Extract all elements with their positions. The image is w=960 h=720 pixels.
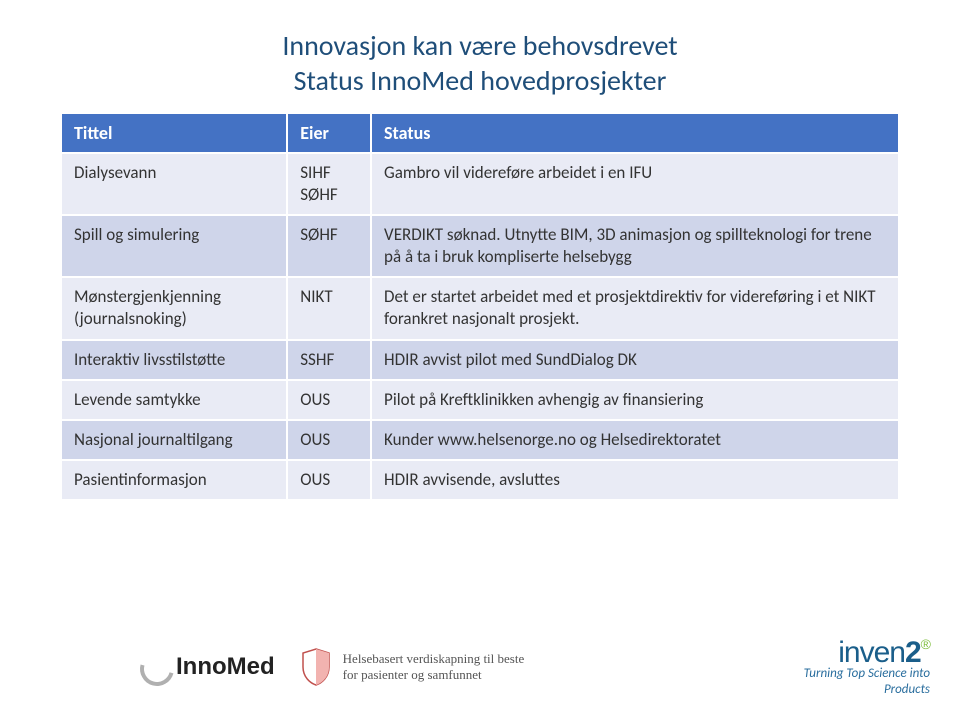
cell-title: Dialysevann [61, 153, 287, 215]
shield-text: Helsebasert verdiskapning til beste for … [343, 651, 525, 684]
cell-owner: OUS [287, 460, 371, 500]
cell-status: HDIR avvisende, avsluttes [371, 460, 899, 500]
col-header-title: Tittel [61, 113, 287, 153]
cell-title: Pasientinformasjon [61, 460, 287, 500]
footer-right: inven2® Turning Top Science into Product… [804, 636, 936, 697]
cell-status: VERDIKT søknad. Utnytte BIM, 3D animasjo… [371, 215, 899, 277]
cell-owner: SØHF [287, 215, 371, 277]
inven2-text: inven [838, 636, 905, 669]
slide-title-block: Innovasjon kan være behovsdrevet Status … [60, 28, 900, 98]
col-header-owner: Eier [287, 113, 371, 153]
shield-icon [299, 647, 333, 687]
innomed-text: InnoMed [176, 653, 275, 681]
cell-owner: OUS [287, 420, 371, 460]
cell-owner: SSHF [287, 340, 371, 380]
table-row: Levende samtykke OUS Pilot på Kreftklini… [61, 380, 899, 420]
inven2-tagline: Turning Top Science into Products [804, 666, 930, 697]
cell-title: Levende samtykke [61, 380, 287, 420]
cell-owner: SIHF SØHF [287, 153, 371, 215]
table-row: Mønstergjenkjenning (journalsnoking) NIK… [61, 277, 899, 339]
cell-title: Mønstergjenkjenning (journalsnoking) [61, 277, 287, 339]
cell-status: Kunder www.helsenorge.no og Helsedirekto… [371, 420, 899, 460]
cell-status: HDIR avvist pilot med SundDialog DK [371, 340, 899, 380]
col-header-status: Status [371, 113, 899, 153]
shield-text-line2: for pasienter og samfunnet [343, 667, 525, 683]
cell-status: Gambro vil videreføre arbeidet i en IFU [371, 153, 899, 215]
innomed-logo: InnoMed [140, 652, 275, 682]
table-row: Spill og simulering SØHF VERDIKT søknad.… [61, 215, 899, 277]
table-row: Pasientinformasjon OUS HDIR avvisende, a… [61, 460, 899, 500]
cell-status: Pilot på Kreftklinikken avhengig av fina… [371, 380, 899, 420]
title-line-2: Status InnoMed hovedprosjekter [60, 63, 900, 98]
innomed-swoosh-icon [140, 652, 170, 682]
footer-left: InnoMed Helsebasert verdiskapning til be… [140, 647, 524, 687]
table-row: Nasjonal journaltilgang OUS Kunder www.h… [61, 420, 899, 460]
cell-status: Det er startet arbeidet med et prosjektd… [371, 277, 899, 339]
table-row: Dialysevann SIHF SØHF Gambro vil videref… [61, 153, 899, 215]
tagline-line2: Products [804, 682, 930, 698]
inven2-logo: inven2® [804, 636, 930, 670]
inven2-two: 2 [905, 636, 921, 669]
table-header-row: Tittel Eier Status [61, 113, 899, 153]
cell-title: Interaktiv livsstilstøtte [61, 340, 287, 380]
shield-block: Helsebasert verdiskapning til beste for … [299, 647, 525, 687]
title-line-1: Innovasjon kan være behovsdrevet [60, 28, 900, 63]
cell-title: Spill og simulering [61, 215, 287, 277]
table-row: Interaktiv livsstilstøtte SSHF HDIR avvi… [61, 340, 899, 380]
cell-title: Nasjonal journaltilgang [61, 420, 287, 460]
shield-text-line1: Helsebasert verdiskapning til beste [343, 651, 525, 667]
tagline-line1: Turning Top Science into [804, 666, 930, 682]
footer: InnoMed Helsebasert verdiskapning til be… [0, 622, 960, 712]
cell-owner: OUS [287, 380, 371, 420]
cell-owner: NIKT [287, 277, 371, 339]
inven2-reg-icon: ® [921, 636, 930, 652]
projects-table: Tittel Eier Status Dialysevann SIHF SØHF… [60, 112, 900, 501]
slide: Innovasjon kan være behovsdrevet Status … [0, 0, 960, 720]
